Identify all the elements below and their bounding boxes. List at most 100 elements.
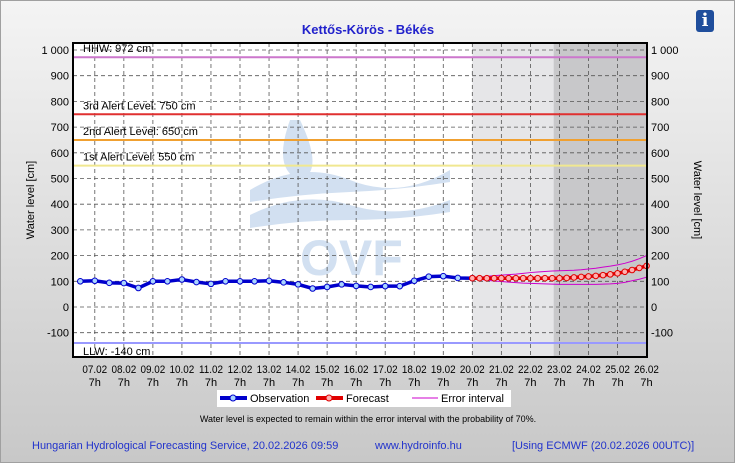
observation-point xyxy=(425,273,433,280)
forecast-point xyxy=(548,274,556,282)
y-axis-label-right: Water level [cm] xyxy=(691,161,703,239)
forecast-point xyxy=(628,266,636,274)
y-tick-label-right: 200 xyxy=(651,251,669,263)
y-tick-label-left: 700 xyxy=(51,122,69,134)
x-tick-date: 24.02 xyxy=(576,365,601,377)
forecast-point xyxy=(512,274,520,282)
observation-point xyxy=(135,284,142,292)
y-tick-label-left: 0 xyxy=(63,302,69,314)
y-tick-label-left: -100 xyxy=(47,328,69,340)
legend-forecast: Forecast xyxy=(346,393,389,405)
forecast-point xyxy=(599,271,607,279)
x-tick-hour: 7h xyxy=(118,377,130,389)
x-tick-date: 11.02 xyxy=(199,365,223,377)
y-tick-label-right: 0 xyxy=(651,302,657,314)
observation-point xyxy=(381,282,389,290)
forecast-point xyxy=(490,274,498,282)
y-tick-label-left: 200 xyxy=(51,251,69,263)
forecast-point xyxy=(570,274,578,281)
plot-frame xyxy=(72,42,648,358)
footer-service: Hungarian Hydrological Forecasting Servi… xyxy=(32,440,339,452)
y-tick-label-left: 100 xyxy=(51,276,69,288)
x-tick-hour: 7h xyxy=(437,377,449,389)
x-tick-date: 15.02 xyxy=(315,365,340,377)
observation-point xyxy=(120,279,128,287)
x-tick-hour: 7h xyxy=(263,377,275,389)
legend-observation: Observation xyxy=(250,393,309,405)
x-tick-hour: 7h xyxy=(466,377,478,389)
y-tick-label-right: 600 xyxy=(651,148,669,160)
forecast-point xyxy=(527,274,534,282)
observation-point xyxy=(280,279,287,286)
observation-point xyxy=(106,279,113,287)
x-tick-date: 14.02 xyxy=(286,365,311,377)
forecast-point xyxy=(505,274,512,282)
x-tick-date: 25.02 xyxy=(605,365,630,377)
x-tick-date: 10.02 xyxy=(170,365,195,377)
y-tick-label-left: 600 xyxy=(51,148,69,160)
observation-line xyxy=(80,274,473,291)
forecast-point xyxy=(563,274,571,282)
x-tick-hour: 7h xyxy=(350,377,362,389)
x-tick-hour: 7h xyxy=(234,377,246,389)
x-tick-hour: 7h xyxy=(553,377,565,389)
reference-label: 3rd Alert Level: 750 cm xyxy=(83,100,196,112)
forecast-point xyxy=(636,264,643,272)
x-tick-hour: 7h xyxy=(611,377,623,389)
y-tick-label-left: 900 xyxy=(51,71,69,83)
observation-point xyxy=(352,282,360,290)
observation-point xyxy=(207,280,215,288)
observation-point xyxy=(410,277,418,285)
y-tick-label-left: 800 xyxy=(51,96,69,108)
y-tick-label-right: -100 xyxy=(651,328,673,340)
observation-point xyxy=(367,283,374,291)
observation-point xyxy=(193,278,200,286)
x-tick-date: 16.02 xyxy=(344,365,369,377)
observation-point xyxy=(294,281,302,288)
x-tick-date: 09.02 xyxy=(140,365,165,377)
y-tick-label-right: 100 xyxy=(651,276,669,288)
observation-point xyxy=(454,274,462,282)
y-tick-label-right: 700 xyxy=(651,122,669,134)
observation-point xyxy=(323,283,331,291)
y-tick-label-right: 1 000 xyxy=(651,45,679,57)
error-lower-line xyxy=(472,276,647,285)
forecast-point xyxy=(469,274,476,282)
x-tick-date: 13.02 xyxy=(257,365,282,377)
observation-point xyxy=(309,285,316,292)
forecast-point xyxy=(592,272,600,280)
observation-point xyxy=(149,278,157,285)
x-tick-date: 08.02 xyxy=(111,365,136,377)
x-tick-hour: 7h xyxy=(582,377,594,389)
x-tick-hour: 7h xyxy=(379,377,391,389)
observation-point xyxy=(236,278,244,285)
forecast-point xyxy=(483,274,491,282)
forecast-point xyxy=(614,270,621,277)
footer-url[interactable]: www.hydroinfo.hu xyxy=(375,440,462,452)
observation-point xyxy=(76,278,84,285)
reference-label: 1st Alert Level: 550 cm xyxy=(83,152,194,164)
x-tick-date: 22.02 xyxy=(518,365,543,377)
x-tick-hour: 7h xyxy=(176,377,188,389)
x-tick-hour: 7h xyxy=(640,377,652,389)
x-tick-date: 18.02 xyxy=(402,365,427,377)
y-tick-label-left: 300 xyxy=(51,225,69,237)
info-icon[interactable]: i xyxy=(696,10,714,32)
x-tick-date: 23.02 xyxy=(547,365,572,377)
x-tick-hour: 7h xyxy=(321,377,333,389)
x-tick-date: 19.02 xyxy=(431,365,456,377)
y-axis-label-left: Water level [cm] xyxy=(25,161,37,239)
reference-label: 2nd Alert Level: 650 cm xyxy=(83,126,198,138)
x-tick-hour: 7h xyxy=(292,377,304,389)
observation-point xyxy=(178,276,186,283)
forecast-point xyxy=(476,274,483,282)
x-tick-hour: 7h xyxy=(524,377,536,389)
observation-point xyxy=(338,281,345,288)
observation-point xyxy=(164,278,171,285)
footer-model: [Using ECMWF (20.02.2026 00UTC)] xyxy=(512,440,695,452)
y-tick-label-right: 800 xyxy=(651,96,669,108)
forecast-shade-far xyxy=(553,43,647,357)
observation-marker xyxy=(229,394,237,402)
ovf-watermark: OVF xyxy=(250,120,450,286)
y-tick-label-left: 400 xyxy=(51,199,69,211)
